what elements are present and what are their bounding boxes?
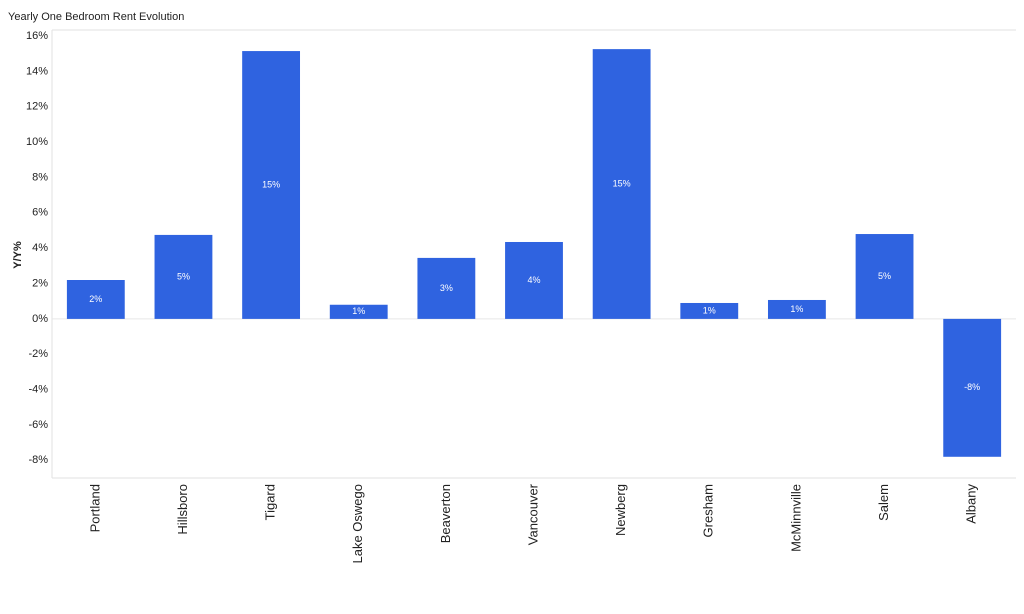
value-label: 15%	[262, 179, 280, 189]
y-tick-label: -2%	[28, 348, 48, 360]
y-tick-label: 8%	[32, 171, 48, 183]
y-tick-label: 10%	[26, 136, 48, 148]
x-tick-label: Hillsboro	[175, 484, 190, 535]
y-tick-label: 6%	[32, 207, 48, 219]
y-tick-label: -4%	[28, 384, 48, 396]
value-label: 2%	[89, 294, 102, 304]
y-tick-label: 0%	[32, 313, 48, 325]
bar	[242, 51, 301, 319]
x-tick-label: Lake Oswego	[350, 484, 365, 564]
y-tick-label: -8%	[28, 454, 48, 466]
bar	[154, 234, 213, 319]
x-tick-label: Albany	[964, 484, 979, 524]
y-tick-label: -6%	[28, 419, 48, 431]
value-label: 4%	[527, 275, 540, 285]
bar	[417, 257, 476, 319]
bar	[505, 241, 563, 319]
x-tick-label: Tigard	[263, 484, 278, 520]
bar	[592, 49, 651, 319]
value-label: 15%	[613, 178, 631, 188]
bar	[66, 280, 125, 319]
x-tick-label: Vancouver	[525, 483, 540, 545]
x-tick-label: McMinnville	[788, 484, 803, 552]
x-tick-label: Gresham	[701, 484, 716, 537]
x-tick-label: Salem	[876, 484, 891, 521]
y-tick-label: 4%	[32, 242, 48, 254]
value-label: 3%	[440, 283, 453, 293]
bar	[329, 304, 388, 319]
x-tick-label: Beaverton	[438, 484, 453, 543]
x-tick-label: Newberg	[613, 484, 628, 536]
value-label: 1%	[352, 306, 365, 316]
bar	[680, 302, 739, 319]
value-label: 1%	[703, 305, 716, 315]
value-label: 5%	[177, 271, 190, 281]
y-axis-title: Y/Y%	[12, 241, 24, 269]
value-label: 1%	[790, 304, 803, 314]
y-tick-label: 12%	[26, 101, 48, 113]
value-label: 5%	[878, 271, 891, 281]
value-label: -8%	[964, 382, 980, 392]
bar	[943, 318, 1002, 457]
bar	[767, 299, 826, 319]
x-tick-label: Portland	[87, 484, 102, 532]
chart-title: Yearly One Bedroom Rent Evolution	[8, 11, 184, 23]
y-tick-label: 2%	[32, 277, 48, 289]
y-tick-label: 16%	[26, 30, 48, 42]
bar	[855, 234, 914, 319]
y-tick-label: 14%	[26, 65, 48, 77]
